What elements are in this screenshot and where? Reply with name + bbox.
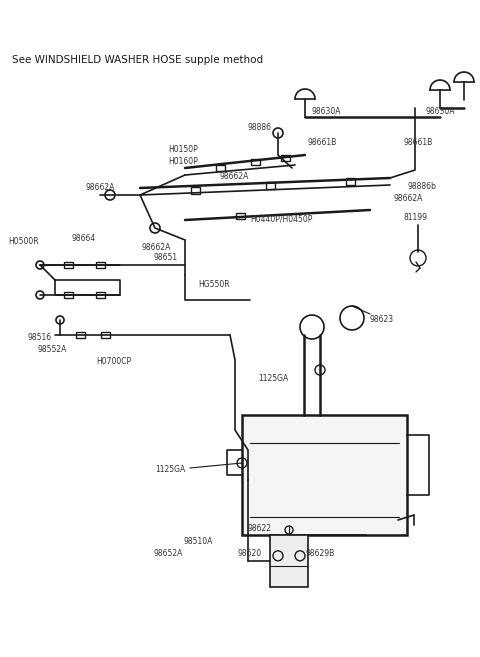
Bar	[242, 415, 407, 535]
Bar	[75, 332, 84, 338]
Bar	[96, 262, 105, 268]
Text: H0160P: H0160P	[168, 157, 198, 166]
Bar	[265, 181, 275, 189]
Text: 98630A: 98630A	[425, 107, 455, 116]
Bar	[96, 292, 105, 298]
Text: 98662A: 98662A	[142, 243, 171, 252]
Text: 1125GA: 1125GA	[155, 465, 185, 474]
Text: 98629B: 98629B	[305, 549, 334, 558]
Bar	[236, 213, 244, 219]
Bar	[270, 535, 308, 587]
Text: 98622: 98622	[248, 524, 272, 533]
Text: 81199: 81199	[403, 213, 427, 222]
Text: 98630A: 98630A	[312, 107, 341, 116]
Bar	[63, 262, 72, 268]
Bar	[346, 177, 355, 185]
Text: 98886b: 98886b	[408, 182, 437, 191]
Text: H0500R: H0500R	[8, 237, 38, 246]
Text: H0440P/H0450P: H0440P/H0450P	[250, 215, 312, 224]
Text: 98623: 98623	[370, 315, 394, 324]
Text: 98886: 98886	[248, 123, 272, 132]
Text: 98651: 98651	[153, 253, 177, 262]
Text: 98510A: 98510A	[183, 537, 212, 546]
Text: 98662A: 98662A	[85, 183, 114, 192]
Bar	[191, 187, 200, 194]
Text: See WINDSHIELD WASHER HOSE supple method: See WINDSHIELD WASHER HOSE supple method	[12, 55, 263, 65]
Text: 98516: 98516	[27, 333, 51, 342]
Text: 98661B: 98661B	[308, 138, 337, 147]
Bar	[63, 292, 72, 298]
Text: 98662A: 98662A	[393, 194, 422, 203]
Text: H0150P: H0150P	[168, 145, 198, 154]
Bar	[280, 155, 289, 161]
Text: 98664: 98664	[72, 234, 96, 243]
Text: 98662A: 98662A	[220, 172, 250, 181]
Text: HG550R: HG550R	[198, 280, 229, 289]
Text: 98661B: 98661B	[403, 138, 432, 147]
Bar	[216, 165, 225, 171]
Text: 98620: 98620	[237, 549, 261, 558]
Text: 98652A: 98652A	[153, 549, 182, 558]
Text: 98552A: 98552A	[38, 345, 67, 354]
Text: H0700CP: H0700CP	[96, 357, 131, 366]
Bar	[251, 159, 260, 165]
Bar	[100, 332, 109, 338]
Text: 1125GA: 1125GA	[258, 374, 288, 383]
